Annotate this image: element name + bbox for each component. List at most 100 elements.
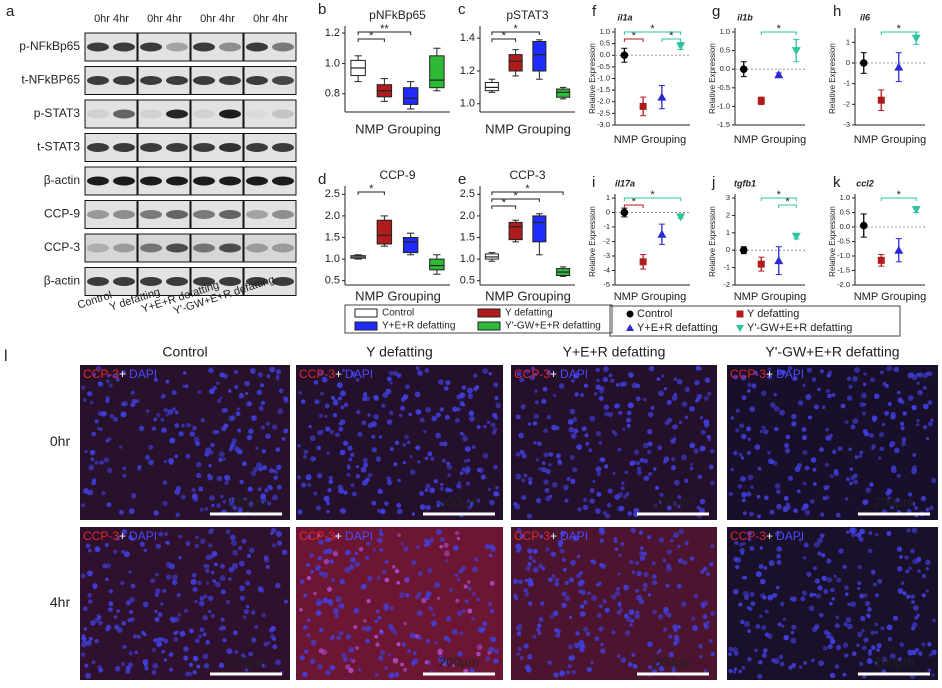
nucleus [116,609,120,613]
nucleus [849,467,853,471]
nucleus [812,467,817,472]
nucleus [591,595,597,601]
nucleus [557,539,564,546]
nucleus [734,541,739,545]
nucleus [326,509,330,514]
nucleus [153,638,158,643]
nucleus [761,625,767,631]
nucleus [858,536,864,542]
y-tick-label: 0 [726,245,730,254]
nucleus [705,572,711,577]
nucleus [527,422,532,426]
nucleus [846,376,852,381]
nucleus [207,473,211,478]
nucleus [774,530,781,537]
stain-name: CCP-3 [514,529,550,543]
legend-box [609,305,901,337]
y-tick-label: 2.5 [325,188,340,200]
nucleus [558,383,565,389]
nucleus [163,408,168,413]
blot-band [193,42,215,52]
nucleus [154,609,158,614]
nucleus [153,377,159,382]
nucleus [208,543,213,548]
nucleus [495,485,499,490]
significance-bracket [623,197,682,201]
nucleus [842,642,849,648]
nucleus [412,651,417,656]
nucleus [371,434,376,439]
nucleus [261,612,267,618]
nucleus [660,374,665,378]
nucleus [173,616,180,623]
nucleus [350,557,356,563]
nucleus [754,648,758,653]
nucleus [690,616,696,621]
nucleus [325,426,331,432]
nucleus [379,650,386,656]
nucleus [611,594,617,600]
y-tick-label: 0.0 [600,50,610,59]
nucleus [612,471,616,476]
nucleus [617,491,624,498]
nucleus [517,646,522,651]
nucleus [465,481,471,486]
nucleus [143,548,148,553]
nucleus [824,495,830,500]
nucleus [651,579,658,586]
nucleus [312,456,317,461]
nucleus [435,412,441,418]
nucleus [861,628,865,633]
nucleus [347,465,351,470]
nucleus [775,585,780,590]
nucleus [847,602,851,607]
nucleus [439,486,445,492]
nucleus [559,548,565,554]
nucleus [480,474,486,480]
nucleus [189,431,196,437]
blot-band [246,109,268,119]
nucleus [622,427,626,432]
nucleus [772,592,778,598]
nucleus [874,393,880,399]
column-title: Y+E+R defatting [563,344,666,360]
nucleus [198,600,205,607]
nucleus [912,604,919,611]
nucleus [283,599,289,604]
legend-swatch [354,308,378,318]
chart-title: CCP-9 [379,168,415,182]
nucleus [425,590,432,597]
legend-box [344,304,613,334]
nucleus [553,672,559,678]
nucleus [219,575,226,581]
nucleus [536,441,542,447]
nucleus [184,608,189,613]
nucleus [130,390,135,395]
nucleus [338,630,344,636]
nucleus [617,572,621,576]
nucleus [925,559,931,566]
legend-label: Y defatting [747,308,799,320]
nucleus [808,605,815,612]
nucleus [136,634,141,639]
nucleus [646,441,652,447]
nucleus [575,631,580,636]
nucleus [791,662,797,668]
blot-strip [243,99,297,129]
nucleus [214,562,218,567]
nucleus [350,371,357,377]
blot-band [219,210,241,219]
nucleus [783,442,790,449]
nucleus [677,625,681,629]
nucleus [709,448,715,454]
nucleus [210,613,216,619]
nucleus [274,659,281,666]
nucleus [596,612,602,618]
y-tick-label: 1.0 [460,98,475,110]
nucleus [165,540,171,546]
nucleus [569,577,574,582]
nucleus [689,405,695,412]
nucleus [746,426,752,432]
nucleus [174,410,179,415]
nucleus [680,454,687,461]
